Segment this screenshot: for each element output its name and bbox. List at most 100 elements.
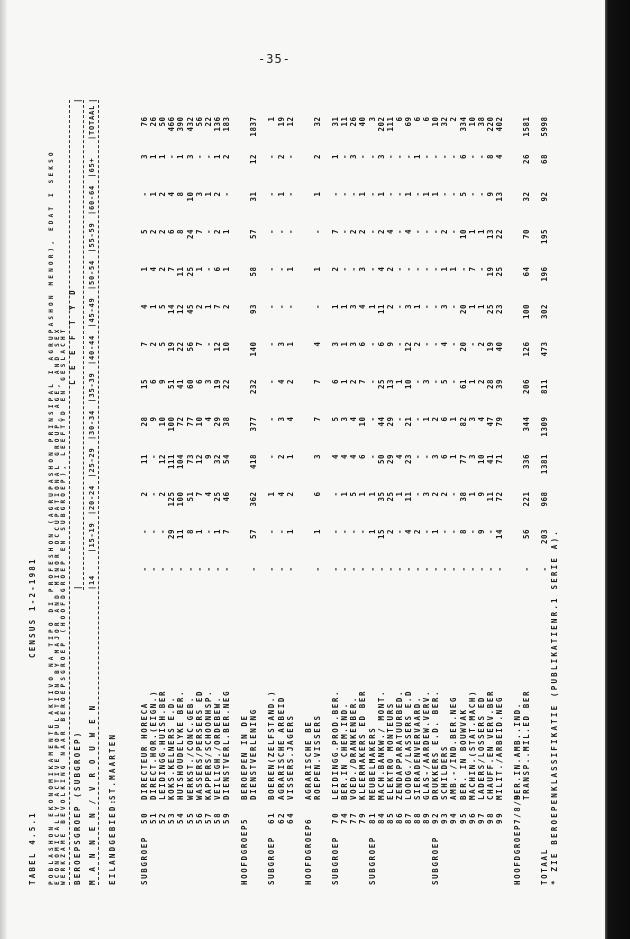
value-cell: 69 — [403, 116, 413, 127]
table-row: SUBGROEP 81 MEUBELMAKERS - 1 1 - - - - 1 - - - - 3 — [368, 90, 377, 890]
column-header: 60-64 — [88, 178, 96, 216]
value-cell: 220 — [485, 116, 495, 132]
value-cell: 5 — [158, 304, 168, 310]
table-row: TRANSP..MIL.ED BER - 56 221 336 344 206 126 100 6… — [522, 90, 531, 890]
value-cell: - — [394, 154, 404, 160]
value-cell: 100 — [522, 304, 532, 320]
value-cell: 77 — [185, 416, 195, 427]
value-cell: 57 — [249, 529, 259, 540]
row-label: BER.IN.AMB..IND. — [513, 702, 523, 800]
value-cell: - — [485, 529, 495, 535]
value-cell: 1 — [422, 191, 432, 197]
value-cell: 302 — [540, 304, 550, 320]
value-cell: 7 — [358, 379, 368, 385]
value-cell: 10 — [221, 341, 231, 352]
value-cell: 44 — [376, 416, 386, 427]
value-cell: - — [467, 529, 477, 535]
table-row: 52 LEIDINGG.HUISH.BER - -2 12 10 9 5 5 2 2 2 1 50 — [158, 90, 167, 890]
value-cell: 6 — [358, 341, 368, 347]
value-cell: - — [221, 566, 231, 572]
value-cell: 11 — [176, 529, 186, 540]
table-row: 96 MACHIN.(STAT.MACH) - - 1 3 3 1 - 1 7 1 - - 10 — [468, 90, 477, 890]
value-cell: - — [422, 229, 432, 235]
value-cell: 14 — [167, 304, 177, 315]
value-cell: 22 — [221, 379, 231, 390]
row-label: TRANSP..MIL.ED BER — [522, 689, 532, 800]
value-cell: - — [140, 566, 149, 572]
table-row: DIENSTVERLENING - 57 362 418 377 232 140 93 58 57 3… — [249, 90, 258, 890]
value-cell: 1 — [194, 266, 204, 272]
row-label: WERKST./CONC.GEB. — [185, 696, 195, 800]
value-cell: 1 — [149, 304, 159, 310]
row-label: BOEREN(ZELFSTAND.) — [267, 689, 277, 800]
table-row: HOOFDGROEP 5 BEROEPEN IN DE — [240, 90, 249, 890]
divider-bar: | — [88, 98, 97, 103]
value-cell: - — [467, 154, 477, 160]
table-row: HOOFDGROEP 6 AGRARISCHE BE — [304, 90, 313, 890]
value-cell: 7 — [467, 266, 477, 272]
value-cell: 6 — [312, 491, 322, 497]
table-row: 53 KOKS.KELNERS E.D. - 29 125 111 100 51 19 14 7 6 4… — [167, 90, 176, 890]
row-code: 50 — [140, 811, 149, 824]
row-code: 74 — [340, 811, 350, 824]
value-cell: 2 — [194, 304, 204, 310]
value-cell: 2 — [385, 529, 395, 535]
age-header: L E E F T Y D — [68, 287, 77, 385]
row-code: 98 — [485, 811, 495, 824]
value-cell: 418 — [249, 454, 259, 470]
value-cell: 41 — [176, 379, 186, 390]
row-label: MACHIN.(STAT.MACH) — [467, 689, 477, 800]
value-cell: 1 — [176, 154, 186, 160]
row-label: KLEERMAKERS ED BER — [358, 689, 368, 800]
row-label: DIRECTEUR HORECA — [140, 702, 149, 800]
value-cell: - — [358, 566, 368, 572]
table-row: SUBGROEP 50 DIRECTEUR HORECA - -2 11 28 15 7 4 1 5-… — [140, 90, 149, 890]
row-group: TOTAAL — [540, 848, 550, 885]
value-cell: - — [276, 529, 286, 535]
value-cell: - — [449, 491, 459, 497]
row-header-label: BEROEPSGROEP (SUBGROEP) — [73, 730, 82, 885]
value-cell: 13 — [494, 191, 504, 202]
value-cell: 1381 — [540, 454, 550, 475]
value-cell: - — [194, 154, 204, 160]
value-cell: 73 — [185, 454, 195, 465]
value-cell: 41 — [485, 454, 495, 465]
value-cell: 3 — [358, 266, 368, 272]
value-cell: 3 — [431, 454, 441, 460]
value-cell: - — [276, 266, 286, 272]
value-cell: 5 — [158, 341, 168, 347]
value-cell: 10 — [194, 416, 204, 427]
island-name: ST.MAARTEN — [108, 732, 117, 800]
value-cell: 1 — [221, 229, 231, 235]
value-cell: - — [312, 566, 322, 572]
value-cell: 4 — [349, 416, 359, 422]
value-cell: 1 — [476, 229, 486, 235]
row-label: LADERS/LOSSERS ED — [476, 696, 486, 800]
value-cell: 203 — [540, 529, 550, 545]
value-cell: 19 — [485, 341, 495, 352]
value-cell: 19 — [485, 266, 495, 277]
value-cell: 3 — [349, 154, 359, 160]
value-cell: 1 — [221, 266, 231, 272]
value-cell: 29 — [167, 529, 177, 540]
value-cell: 811 — [540, 379, 550, 395]
value-cell: 4 — [440, 341, 450, 347]
value-cell: 1 — [449, 416, 459, 422]
value-cell: - — [285, 191, 295, 197]
value-cell: 2 — [158, 191, 168, 197]
value-cell: - — [267, 191, 277, 197]
value-cell: 1 — [467, 229, 477, 235]
value-cell: 32 — [212, 454, 222, 465]
value-cell: - — [267, 304, 277, 310]
value-cell: 968 — [540, 491, 550, 507]
value-cell: 7 — [221, 529, 231, 535]
value-cell: - — [422, 304, 432, 310]
value-cell: 22 — [203, 116, 213, 127]
column-header: 20-24 — [88, 478, 96, 516]
value-cell: 2 — [285, 491, 295, 497]
value-cell: - — [367, 379, 377, 385]
value-cell: - — [413, 266, 422, 272]
value-cell: 1 — [431, 191, 441, 197]
value-cell: 4 — [312, 341, 322, 347]
value-cell: - — [276, 229, 286, 235]
